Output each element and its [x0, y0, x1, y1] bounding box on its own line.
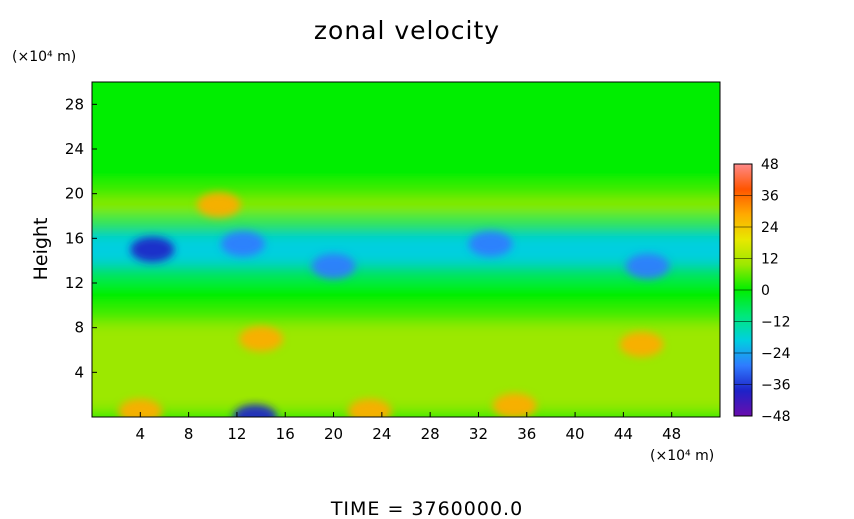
- field-feature-7: [220, 231, 265, 257]
- field-feature-10: [625, 253, 670, 279]
- y-axis-ticks: 4 8 12 16 20 24 28: [65, 95, 97, 381]
- x-tick-label: 20: [324, 425, 343, 443]
- time-label: TIME = 3760000.0: [330, 498, 523, 519]
- colorbar-tick-label: −36: [761, 378, 791, 394]
- field-band-4: [92, 316, 720, 417]
- x-tick-label: 24: [372, 425, 391, 443]
- y-tick-label: 4: [74, 363, 84, 381]
- colorbar-tick-label: 48: [761, 157, 779, 173]
- colorbar-tick-label: −24: [761, 346, 791, 362]
- colorbar-ticks: 48 36 24 12 0 −12 −24 −36 −48: [734, 157, 791, 425]
- x-tick-label: 36: [517, 425, 536, 443]
- field-bands: [92, 82, 720, 417]
- x-tick-label: 4: [136, 425, 146, 443]
- x-tick-label: 16: [276, 425, 295, 443]
- x-tick-label: 8: [184, 425, 194, 443]
- field-band-3: [92, 283, 720, 306]
- field-feature-8: [311, 253, 356, 279]
- y-tick-label: 28: [65, 95, 84, 113]
- field-band-0: [92, 82, 720, 183]
- field-feature-0: [239, 326, 284, 352]
- y-tick-label: 16: [65, 229, 84, 247]
- y-tick-label: 24: [65, 140, 84, 158]
- x-tick-label: 32: [469, 425, 488, 443]
- field-feature-9: [468, 231, 513, 257]
- field-feature-4: [347, 398, 392, 417]
- field-band-1: [92, 193, 720, 216]
- field-feature-2: [196, 192, 241, 218]
- y-axis-unit: (×10⁴ m): [12, 49, 76, 65]
- field-feature-6: [130, 236, 175, 263]
- y-tick-label: 8: [74, 319, 84, 337]
- x-tick-label: 40: [566, 425, 585, 443]
- colorbar-tick-label: 12: [761, 252, 779, 268]
- x-tick-label: 48: [662, 425, 681, 443]
- x-tick-label: 28: [421, 425, 440, 443]
- y-tick-label: 12: [65, 274, 84, 292]
- plot-frame: [91, 81, 721, 418]
- heatmap-field: [92, 82, 720, 417]
- field-band-2: [92, 227, 720, 272]
- colorbar-tick-label: 0: [761, 283, 770, 299]
- colorbar-tick-label: 36: [761, 189, 779, 205]
- field-feature-5: [492, 393, 537, 417]
- x-axis-unit: (×10⁴ m): [650, 448, 714, 464]
- colorbar-tick-label: −48: [761, 409, 791, 425]
- field-feature-3: [118, 398, 163, 417]
- x-tick-label: 12: [227, 425, 246, 443]
- field-feature-1: [619, 331, 664, 357]
- x-axis-ticks: 4 8 12 16 20 24 28 32 36 40 44 48: [136, 412, 681, 443]
- y-tick-label: 20: [65, 185, 84, 203]
- y-axis-label: Height: [30, 218, 52, 281]
- field-feature-11: [233, 404, 278, 417]
- colorbar-tick-label: 24: [761, 220, 779, 236]
- field-features: [118, 192, 670, 417]
- x-tick-label: 44: [614, 425, 633, 443]
- chart-title: zonal velocity: [314, 16, 500, 45]
- colorbar-tick-label: −12: [761, 315, 791, 331]
